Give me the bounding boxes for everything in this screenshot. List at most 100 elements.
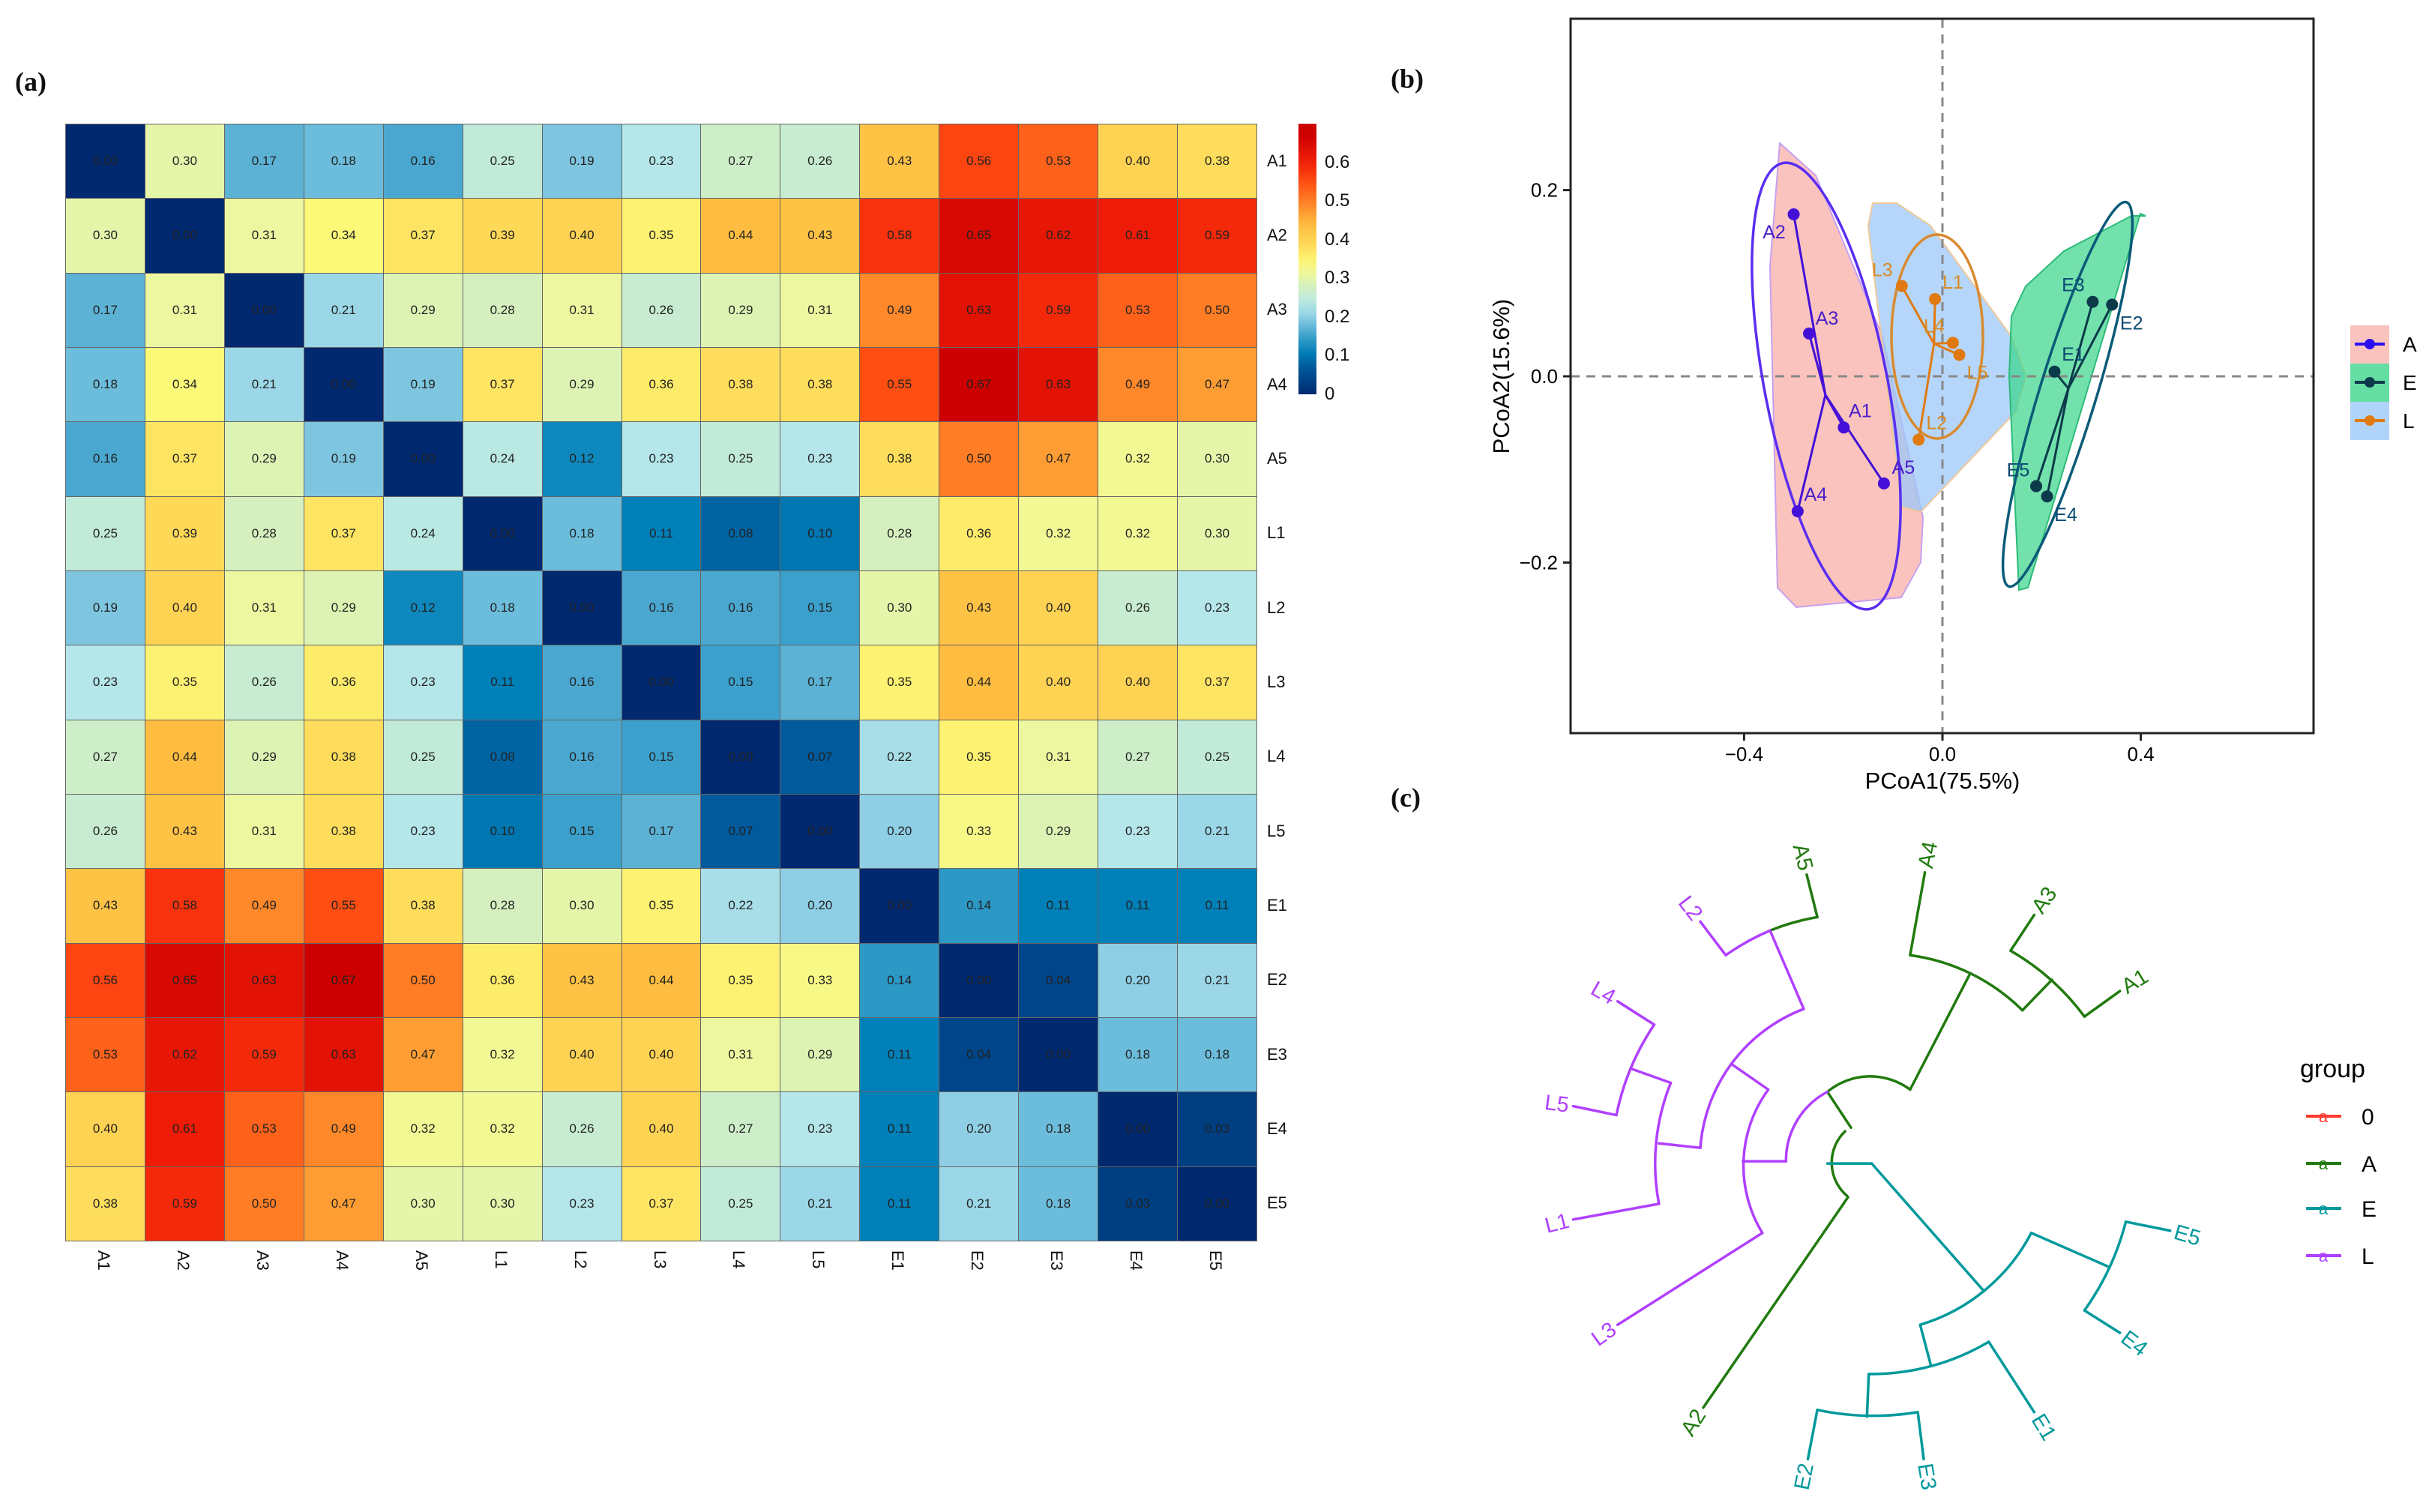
heatmap-cell: 0.39: [144, 496, 225, 571]
row-label: L3: [1267, 672, 1286, 691]
heatmap-cell: 0.19: [382, 347, 463, 423]
heatmap-cell: 0.53: [1018, 124, 1099, 199]
heatmap-cell: 0.25: [700, 421, 781, 497]
heatmap-cell: 0.18: [1018, 1091, 1099, 1167]
row-label: E1: [1267, 896, 1287, 915]
tree-branch: [1916, 1411, 1925, 1461]
point-label: E5: [2007, 460, 2030, 481]
panel-label-c: (c): [1391, 783, 1421, 813]
heatmap-cell: 0.16: [382, 124, 463, 199]
tree-branch: [1699, 1008, 1805, 1149]
heatmap-cell: 0.35: [939, 719, 1020, 795]
heatmap-cell: 0.37: [382, 198, 463, 274]
tree-branch: [2124, 1220, 2172, 1232]
heatmap-cell: 0.21: [939, 1166, 1020, 1241]
heatmap-cell: 0.18: [462, 570, 543, 646]
heatmap-cell: 0.11: [859, 1166, 940, 1241]
ellipse-E: [2001, 200, 2134, 588]
point-label: A5: [1892, 457, 1915, 478]
heatmap-cell: 0.58: [144, 868, 225, 944]
heatmap-cell: 0.30: [382, 1166, 463, 1241]
y-axis-title: PCoA2(15.6%): [1488, 299, 1514, 454]
tree-branch: [2029, 1231, 2110, 1268]
point-label: A3: [1816, 308, 1839, 329]
row-label: E2: [1267, 970, 1287, 990]
row-label: E5: [1267, 1193, 1287, 1213]
spider-line: [1933, 298, 1936, 344]
leaf-label: E2: [1790, 1461, 1819, 1492]
heatmap-cell: 0.21: [780, 1166, 861, 1241]
row-label: A5: [1267, 449, 1287, 468]
heatmap-cell: 0.00: [1098, 1091, 1179, 1167]
heatmap-cell: 0.62: [144, 1017, 225, 1093]
leaf-label: L5: [1544, 1091, 1571, 1118]
colorbar-tick-label: 0.2: [1325, 306, 1350, 327]
heatmap-cell: 0.03: [1098, 1166, 1179, 1241]
legend-label: L: [2362, 1244, 2374, 1269]
row-label: L4: [1267, 747, 1286, 766]
heatmap-cell: 0.11: [1018, 868, 1099, 944]
heatmap-cell: 0.20: [780, 868, 861, 944]
tree-branch: [1825, 1090, 1852, 1130]
heatmap-cell: 0.35: [621, 198, 702, 274]
heatmap-cell: 0.44: [621, 942, 702, 1018]
heatmap-cell: 0.25: [462, 124, 543, 199]
heatmap-cell: 0.56: [65, 942, 145, 1018]
heatmap-cell: 0.23: [621, 124, 702, 199]
heatmap-cell: 0.12: [382, 570, 463, 646]
tree-branch: [1909, 870, 1927, 957]
heatmap-cell: 0.38: [780, 347, 861, 423]
heatmap-cell: 0.25: [1177, 719, 1257, 795]
heatmap-cell: 0.29: [223, 421, 304, 497]
x-tick-label: −0.4: [1725, 743, 1763, 765]
heatmap-cell: 0.37: [1177, 645, 1257, 720]
heatmap-cell: 0.23: [780, 1091, 861, 1167]
point-label: L1: [1942, 272, 1963, 293]
heatmap-cell: 0.11: [462, 645, 543, 720]
spider-line: [2046, 388, 2070, 497]
heatmap-cell: 0.14: [939, 868, 1020, 944]
tree-branch: [1987, 1340, 2036, 1414]
colorbar: [1298, 124, 1316, 394]
tree-branch: [1805, 873, 1819, 919]
heatmap-cell: 0.00: [621, 645, 702, 720]
tree-branch: [1865, 1373, 1870, 1418]
heatmap-cell: 0.23: [780, 421, 861, 497]
tree-branch: [1571, 1202, 1661, 1221]
legend-glyph: a: [2319, 1107, 2329, 1126]
sample-point: [2086, 295, 2099, 308]
tree-branch: [1658, 1142, 1702, 1149]
sample-point: [2041, 490, 2053, 503]
heatmap-cell: 0.63: [939, 272, 1020, 348]
heatmap-cell: 0.53: [1098, 272, 1179, 348]
heatmap-cell: 0.30: [462, 1166, 543, 1241]
heatmap-cell: 0.30: [144, 124, 225, 199]
heatmap-cell: 0.21: [1177, 942, 1257, 1018]
tree-branch: [1825, 1075, 1912, 1094]
heatmap-cell: 0.31: [223, 570, 304, 646]
heatmap-cell: 0.49: [1098, 347, 1179, 423]
heatmap-cell: 0.18: [541, 496, 622, 571]
tree-branch: [1616, 1231, 1764, 1326]
legend-label: 0: [2362, 1105, 2374, 1130]
panel-label-b: (b): [1391, 64, 1424, 94]
point-label: A2: [1763, 222, 1786, 243]
leaf-label: A4: [1914, 840, 1942, 870]
heatmap-cell: 0.19: [541, 124, 622, 199]
spider-line: [2067, 304, 2113, 389]
tree-branch: [1806, 1409, 1819, 1461]
leaf-label: A5: [1788, 842, 1817, 873]
heatmap-cell: 0.43: [939, 570, 1020, 646]
tree-branch: [1918, 1231, 2033, 1326]
heatmap-cell: 0.08: [700, 496, 781, 571]
spider-line: [1793, 214, 1827, 396]
heatmap-cell: 0.15: [780, 570, 861, 646]
y-tick-label: −0.2: [1520, 551, 1558, 573]
spider-line: [1900, 285, 1936, 345]
heatmap-cell: 0.31: [223, 794, 304, 870]
point-label: E2: [2120, 313, 2143, 334]
legend-label: E: [2362, 1197, 2377, 1222]
leaf-label: L1: [1543, 1209, 1572, 1238]
heatmap-cell: 0.22: [859, 719, 940, 795]
heatmap-cell: 0.32: [462, 1017, 543, 1093]
